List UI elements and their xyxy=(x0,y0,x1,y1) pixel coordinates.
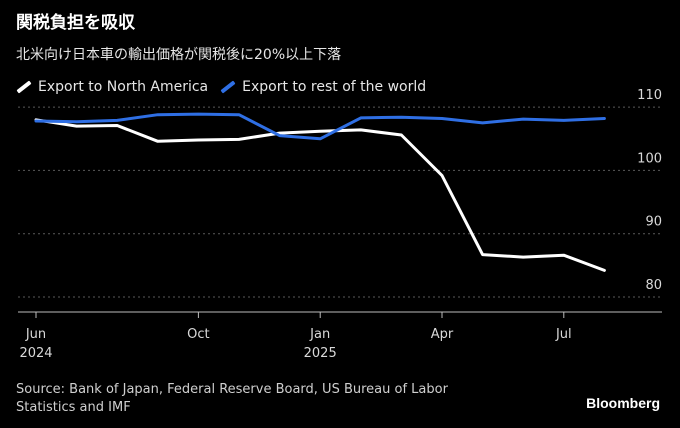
y-tick-label-90: 90 xyxy=(645,215,662,230)
x-tick-label-apr: Apr xyxy=(431,327,454,342)
y-tick-label-80: 80 xyxy=(645,278,662,293)
bloomberg-logo: Bloomberg xyxy=(586,395,660,411)
x-tick-label-oct: Oct xyxy=(187,327,209,342)
series-line-north-america xyxy=(34,118,606,272)
source-note: Source: Bank of Japan, Federal Reserve B… xyxy=(16,382,448,415)
x-tick-label-jan: Jan xyxy=(309,327,330,342)
chart-title: 関税負担を吸収 xyxy=(16,13,135,33)
x-tick-label-jul: Jul xyxy=(555,327,572,342)
x-tick-year-2024: 2024 xyxy=(19,346,52,361)
series-line-rest-of-world xyxy=(34,112,606,141)
legend: Export to North America Export to rest o… xyxy=(16,76,438,98)
x-tick-year-2025: 2025 xyxy=(304,346,337,361)
legend-item-rest-of-world: Export to rest of the world xyxy=(220,79,426,95)
y-tick-label-100: 100 xyxy=(637,151,662,166)
x-tick-label-jun: Jun xyxy=(25,327,46,342)
legend-label-north-america: Export to North America xyxy=(38,79,209,95)
chart-subtitle: 北米向け日本車の輸出価格が関税後に20%以上下落 xyxy=(16,47,342,63)
legend-label-rest-of-world: Export to rest of the world xyxy=(242,79,427,95)
legend-item-north-america: Export to North America xyxy=(16,79,208,95)
y-tick-label-110: 110 xyxy=(637,88,662,103)
